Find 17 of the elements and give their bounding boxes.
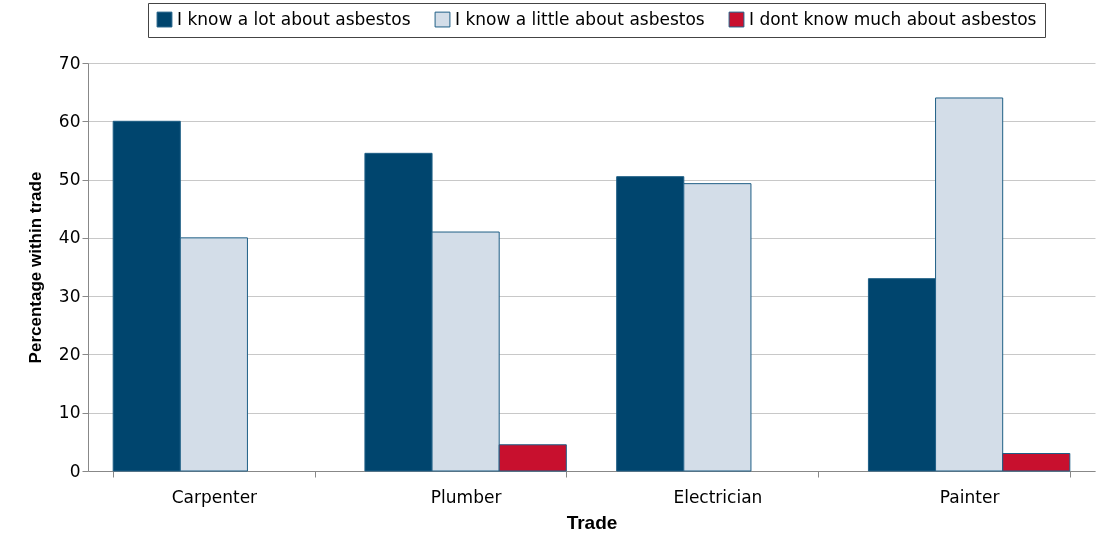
legend-label: I know a little about asbestos (455, 8, 705, 29)
x-axis-title: Trade (566, 511, 618, 533)
y-axis-title: Percentage within trade (25, 171, 45, 364)
y-tick-label: 20 (58, 343, 81, 364)
x-tick-label: Painter (939, 486, 1000, 507)
y-tick-label: 10 (58, 402, 81, 423)
y-tick-label: 70 (58, 52, 81, 73)
y-tick-label: 60 (58, 110, 81, 131)
y-tick-label: 50 (58, 169, 81, 190)
legend-label: I know a lot about asbestos (177, 8, 411, 29)
x-tick-label: Electrician (673, 486, 763, 507)
legend-label: I dont know much about asbestos (749, 8, 1037, 29)
x-tick-label: Carpenter (171, 486, 258, 507)
y-tick-label: 30 (58, 285, 81, 306)
y-tick-label: 0 (69, 460, 81, 481)
y-tick-label: 40 (58, 227, 81, 248)
x-tick-label: Plumber (430, 486, 502, 507)
